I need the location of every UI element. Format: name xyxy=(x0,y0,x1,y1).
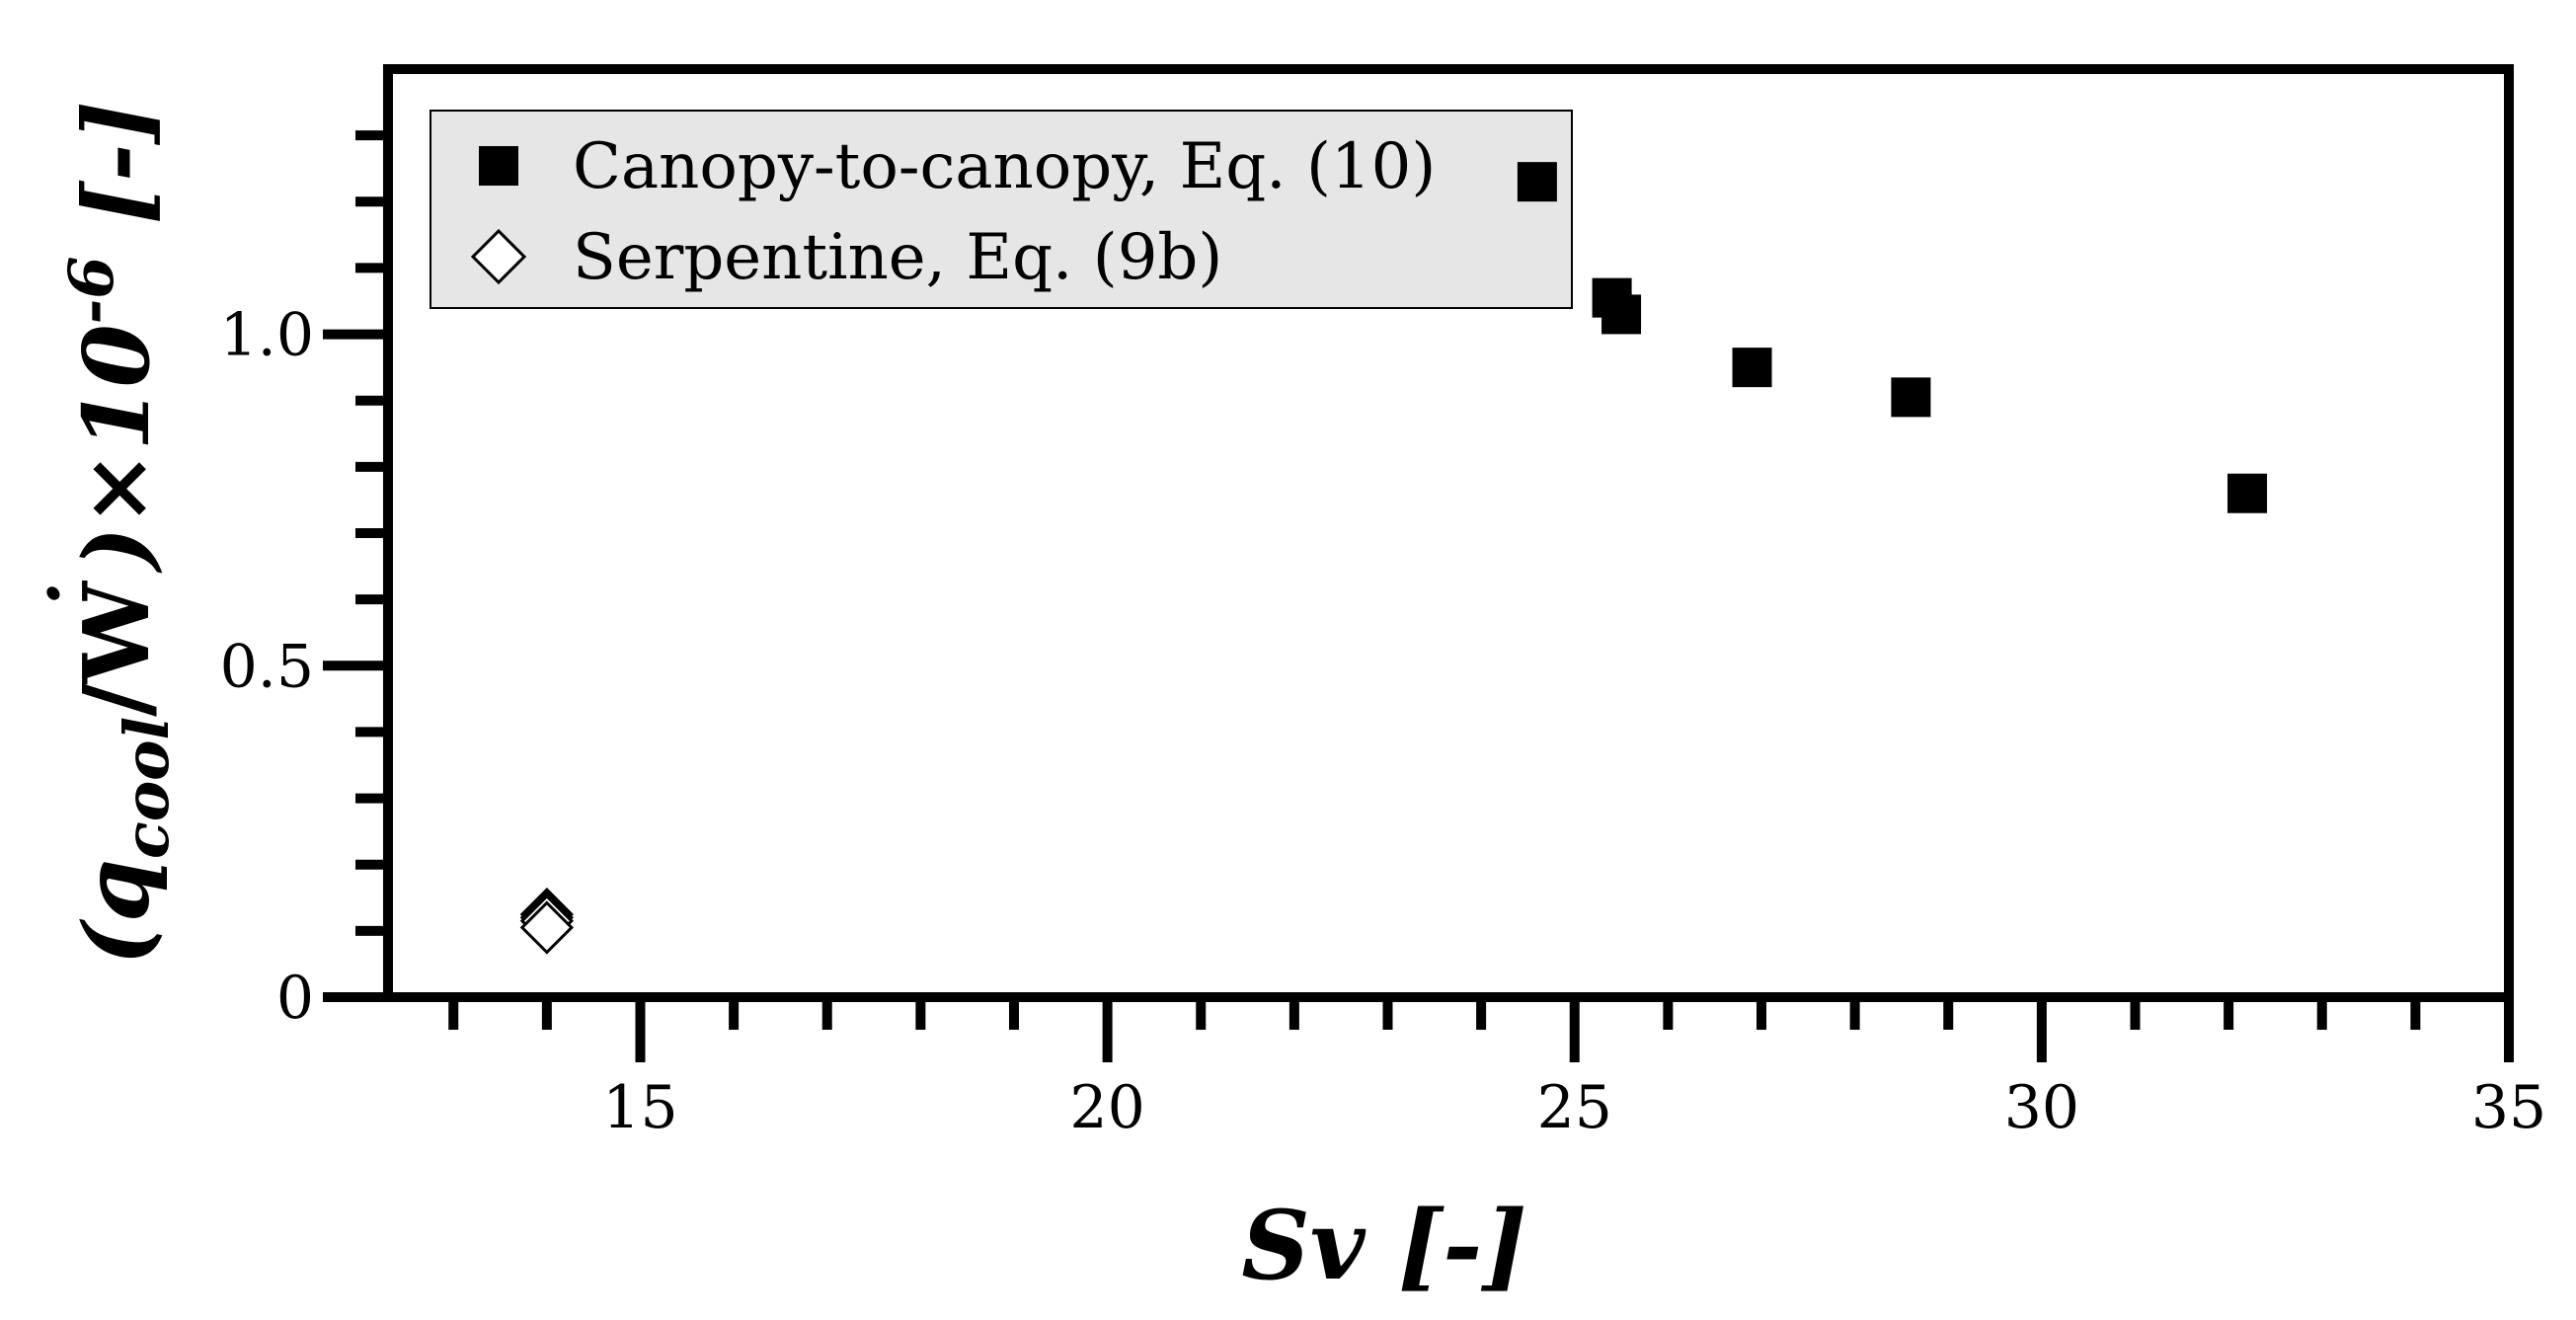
legend-label: Canopy-to-canopy, Eq. (10) xyxy=(573,130,1436,203)
major-ticks xyxy=(323,329,2514,1062)
tick-labels: 15 20 25 30 35 0 0.5 1.0 xyxy=(220,301,2547,1142)
x-axis-title: Sv [-] xyxy=(1241,1190,1526,1301)
minor-ticks xyxy=(355,130,2421,1030)
data-point-diamond xyxy=(519,900,574,955)
legend: Canopy-to-canopy, Eq. (10) Serpentine, Eq… xyxy=(429,110,1573,309)
data-points xyxy=(519,162,2268,955)
data-point-square xyxy=(1732,348,1772,388)
x-tick-label: 35 xyxy=(2471,1073,2546,1142)
x-tick-label: 20 xyxy=(1069,1073,1144,1142)
y-tick-label: 1.0 xyxy=(220,301,314,370)
y-tick-label: 0 xyxy=(276,964,314,1033)
data-point-square xyxy=(2227,473,2268,513)
legend-items: Canopy-to-canopy, Eq. (10) Serpentine, Eq… xyxy=(470,130,1436,294)
data-point-square xyxy=(1601,294,1642,335)
y-title-part: )×10 xyxy=(63,324,170,574)
legend-marker-square xyxy=(479,146,518,186)
y-title-dot: ˙ xyxy=(34,578,140,623)
data-point-square xyxy=(1891,377,1931,418)
y-title-unit: [-] xyxy=(63,101,170,256)
legend-box xyxy=(429,110,1573,309)
data-point-square xyxy=(1517,162,1557,202)
x-tick-label: 25 xyxy=(1537,1073,1612,1142)
y-title-part: /W xyxy=(63,580,170,717)
y-title-part: (q xyxy=(63,859,170,966)
y-title-superscript: -6 xyxy=(55,256,127,324)
y-tick-label: 0.5 xyxy=(220,632,314,701)
legend-marker-diamond xyxy=(470,228,527,285)
plot-frame xyxy=(383,64,2514,1002)
x-tick-label: 30 xyxy=(2004,1073,2079,1142)
y-title-subscript: cool xyxy=(111,717,183,859)
legend-label: Serpentine, Eq. (9b) xyxy=(573,221,1222,294)
x-tick-label: 15 xyxy=(602,1073,677,1142)
y-axis-title: (qcool/W˙)×10-6 [-] xyxy=(34,101,183,966)
